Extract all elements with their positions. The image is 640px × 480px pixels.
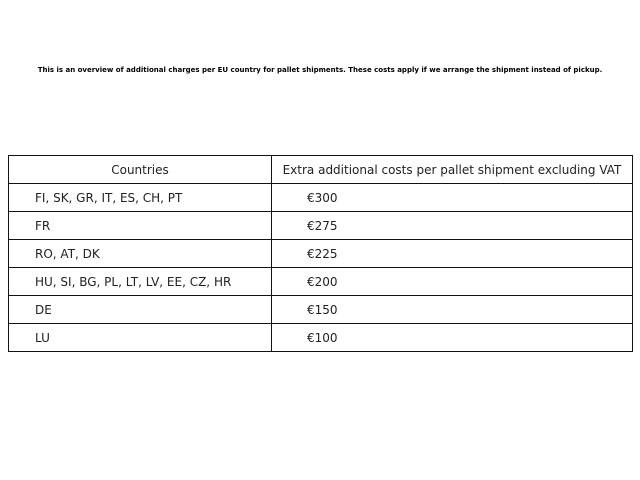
- table-row: LU €100: [8, 323, 633, 352]
- cost-cell: €150: [271, 295, 633, 324]
- cost-cell: €200: [271, 267, 633, 296]
- cost-cell: €100: [271, 323, 633, 352]
- table-row: RO, AT, DK €225: [8, 239, 633, 268]
- pallet-charges-table: Countries Extra additional costs per pal…: [8, 155, 633, 352]
- countries-cell: LU: [8, 323, 272, 352]
- countries-cell: RO, AT, DK: [8, 239, 272, 268]
- table-row: HU, SI, BG, PL, LT, LV, EE, CZ, HR €200: [8, 267, 633, 296]
- countries-cell: HU, SI, BG, PL, LT, LV, EE, CZ, HR: [8, 267, 272, 296]
- header-extra-costs: Extra additional costs per pallet shipme…: [271, 155, 633, 184]
- cost-cell: €275: [271, 211, 633, 240]
- countries-cell: FR: [8, 211, 272, 240]
- table-row: DE €150: [8, 295, 633, 324]
- countries-cell: FI, SK, GR, IT, ES, CH, PT: [8, 183, 272, 212]
- countries-cell: DE: [8, 295, 272, 324]
- table-row: FI, SK, GR, IT, ES, CH, PT €300: [8, 183, 633, 212]
- header-countries: Countries: [8, 155, 272, 184]
- cost-cell: €300: [271, 183, 633, 212]
- cost-cell: €225: [271, 239, 633, 268]
- table-header-row: Countries Extra additional costs per pal…: [8, 155, 633, 184]
- table-row: FR €275: [8, 211, 633, 240]
- intro-text: This is an overview of additional charge…: [37, 66, 603, 74]
